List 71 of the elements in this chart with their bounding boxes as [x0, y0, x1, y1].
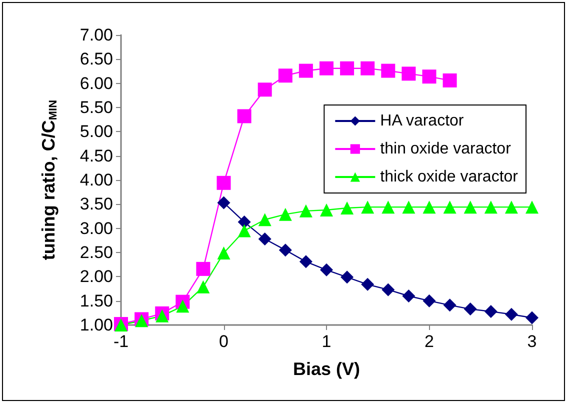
point [196, 262, 210, 276]
point [298, 64, 313, 78]
point [176, 300, 190, 313]
point [382, 283, 395, 296]
legend-label: HA varactor [380, 112, 464, 130]
point [238, 216, 251, 229]
point [278, 208, 292, 221]
point [340, 270, 354, 284]
y-tick-label: 6.00 [80, 74, 113, 93]
point [258, 232, 272, 246]
y-tick-label: 3.00 [80, 218, 113, 238]
y-tick-label: 3.50 [80, 194, 113, 214]
point [258, 82, 272, 97]
legend-label: thin oxide varactor [380, 140, 512, 158]
point [484, 200, 498, 214]
point [340, 61, 354, 76]
point [237, 109, 252, 124]
y-tick-label: 2.00 [80, 267, 113, 286]
point [217, 196, 230, 210]
y-tick-label: 6.50 [80, 50, 113, 69]
point [238, 224, 251, 238]
point [299, 204, 312, 218]
x-tick-label: 2 [424, 332, 434, 351]
point [443, 200, 456, 214]
point [402, 200, 416, 214]
y-tick-label: 5.00 [80, 122, 113, 142]
legend-label: thick oxide varactor [380, 168, 519, 186]
point [504, 308, 518, 321]
point [196, 280, 210, 294]
point [156, 309, 169, 322]
point [340, 202, 354, 215]
y-tick-label: 1.50 [80, 291, 113, 310]
point [320, 263, 333, 276]
point [443, 298, 456, 312]
point [360, 61, 375, 76]
x-axis-title: Bias (V) [292, 359, 360, 379]
point [464, 302, 477, 316]
x-tick-label: 1 [322, 332, 332, 351]
point [422, 294, 436, 308]
y-tick-label: 2.50 [80, 243, 113, 262]
point [258, 213, 272, 226]
point [278, 68, 292, 83]
point [381, 64, 396, 78]
x-tick-label: 0 [219, 332, 228, 351]
point [382, 200, 395, 214]
point [422, 70, 436, 84]
point [320, 203, 333, 216]
y-tick-label: 7.00 [80, 26, 113, 44]
point [216, 176, 231, 190]
point [402, 290, 416, 302]
point [464, 200, 477, 214]
point [504, 200, 518, 214]
point [361, 278, 374, 291]
y-axis-title: tuning ratio, C/CMIN [38, 100, 60, 260]
point [484, 304, 498, 318]
point [278, 244, 292, 257]
point [361, 200, 374, 214]
point [422, 200, 436, 214]
point [299, 255, 312, 268]
point [526, 200, 538, 214]
point [320, 61, 334, 76]
point [217, 246, 230, 260]
point [402, 66, 416, 81]
x-tick-label: -1 [113, 332, 129, 351]
point [526, 311, 538, 324]
y-tick-label: 4.50 [80, 146, 113, 166]
x-tick-label: 3 [527, 332, 537, 351]
point [442, 73, 457, 88]
y-tick-label: 5.50 [80, 98, 113, 117]
y-tick-label: 1.00 [80, 316, 113, 334]
y-tick-label: 4.00 [80, 170, 113, 190]
